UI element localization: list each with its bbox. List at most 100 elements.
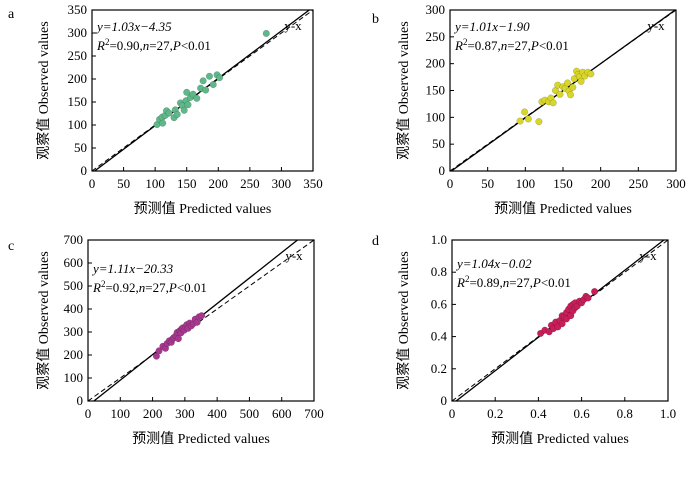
- x-tick-label: 400: [207, 406, 227, 421]
- data-point: [174, 335, 182, 343]
- data-point: [215, 74, 224, 82]
- x-tick-label: 0: [447, 176, 454, 191]
- x-tick-label: 100: [145, 176, 165, 191]
- x-tick-label: 0.8: [617, 406, 633, 421]
- stats-segment: R: [92, 280, 101, 295]
- x-axis-label: 预测值 Predicted values: [494, 201, 632, 217]
- data-point: [173, 110, 181, 118]
- stats-segment: n: [139, 280, 146, 295]
- y-tick-label: 600: [64, 255, 84, 270]
- plot-frame: [451, 239, 669, 402]
- y-tick-label: 200: [426, 56, 446, 71]
- reference-line-label: y-x: [639, 248, 657, 263]
- y-tick-label: 50: [74, 140, 87, 155]
- stats-superscript: 2: [101, 279, 106, 289]
- y-tick-label: 250: [68, 48, 88, 63]
- plot-frame: [91, 9, 314, 172]
- regression-stats: R2=0.87,n=27,P<0.01: [454, 37, 569, 53]
- data-point: [155, 347, 163, 355]
- x-tick-label: 0: [85, 406, 92, 421]
- data-point: [193, 94, 201, 102]
- x-tick-label: 50: [481, 176, 494, 191]
- y-tick-label: 700: [64, 232, 84, 247]
- y-tick-label: 50: [432, 136, 445, 151]
- x-tick-label: 100: [516, 176, 536, 191]
- data-point: [165, 109, 173, 117]
- reference-line-label: y-x: [285, 248, 303, 263]
- stats-superscript: 2: [105, 37, 110, 47]
- stats-segment: =0.87,: [467, 38, 500, 53]
- y-tick-label: 100: [64, 370, 84, 385]
- data-point: [202, 86, 210, 94]
- panel-d: 0 0.2 0.4 0.6 0.8 1.0 0 0.2 0.4 0.6 0.8 1.0 y-x y=1.0…: [372, 232, 676, 447]
- y-tick-label: 0: [441, 393, 448, 408]
- x-tick-label: 0.6: [573, 406, 590, 421]
- data-point: [584, 294, 592, 302]
- panel-c: 0 100 200 300 400 500 600 700 0 100 200 300 400 500 60…: [8, 232, 324, 447]
- y-tick-label: 400: [64, 301, 84, 316]
- y-tick-label: 0.6: [431, 296, 448, 311]
- stats-segment: n: [143, 38, 150, 53]
- y-tick-label: 1.0: [431, 232, 447, 247]
- x-tick-label: 0: [89, 176, 96, 191]
- data-point: [199, 77, 207, 85]
- reference-line-y-x: [452, 240, 668, 401]
- y-tick-label: 350: [68, 2, 88, 17]
- x-tick-label: 0.4: [530, 406, 547, 421]
- stats-segment: P: [532, 275, 541, 290]
- stats-superscript: 2: [463, 37, 468, 47]
- stats-segment: P: [530, 38, 539, 53]
- stats-segment: =0.89,: [469, 275, 502, 290]
- stats-segment: R: [96, 38, 105, 53]
- regression-equation: y=1.03x−4.35: [95, 19, 172, 34]
- data-point: [159, 119, 167, 127]
- y-axis-label: 观察值 Observed values: [395, 21, 412, 159]
- data-point: [521, 108, 529, 116]
- panel-letter: a: [8, 7, 15, 22]
- x-tick-label: 350: [303, 176, 323, 191]
- data-point: [209, 80, 217, 89]
- x-tick-label: 150: [553, 176, 573, 191]
- x-tick-label: 300: [175, 406, 195, 421]
- y-axis-label: 观察值 Observed values: [395, 251, 412, 389]
- y-tick-label: 150: [68, 94, 88, 109]
- reference-line-y-x: [88, 240, 314, 401]
- data-point: [516, 117, 524, 125]
- x-tick-label: 200: [143, 406, 163, 421]
- x-axis-label: 预测值 Predicted values: [132, 431, 270, 447]
- x-axis-label: 预测值 Predicted values: [491, 431, 629, 447]
- stats-segment: =27,: [509, 275, 533, 290]
- panel-b: 0 50 100 150 200 250 300 0 50 100 150 200 250 300 y-x y…: [372, 2, 686, 217]
- stats-segment: <0.01: [539, 38, 569, 53]
- stats-segment: =27,: [507, 38, 531, 53]
- panel-letter: b: [372, 12, 379, 27]
- x-tick-label: 50: [117, 176, 130, 191]
- data-point: [563, 79, 572, 87]
- stats-segment: n: [501, 38, 508, 53]
- stats-segment: n: [503, 275, 510, 290]
- y-tick-label: 100: [68, 117, 88, 132]
- data-point: [577, 77, 585, 85]
- x-tick-label: 100: [111, 406, 131, 421]
- x-tick-label: 250: [240, 176, 260, 191]
- x-tick-label: 1.0: [660, 406, 676, 421]
- regression-stats: R2=0.92,n=27,P<0.01: [92, 279, 207, 295]
- y-tick-label: 150: [426, 83, 446, 98]
- x-tick-label: 500: [240, 406, 260, 421]
- data-point: [569, 83, 577, 91]
- y-axis-label: 观察值 Observed values: [35, 21, 52, 159]
- stats-segment: P: [168, 280, 177, 295]
- plot-frame: [87, 239, 315, 402]
- regression-stats: R2=0.89,n=27,P<0.01: [456, 274, 571, 290]
- data-point: [535, 118, 543, 126]
- x-tick-label: 600: [272, 406, 292, 421]
- data-point: [180, 106, 188, 114]
- regression-equation: y=1.04x−0.02: [455, 256, 532, 271]
- x-tick-label: 300: [272, 176, 292, 191]
- y-tick-label: 0.8: [431, 264, 447, 279]
- data-point: [566, 91, 575, 99]
- data-point: [262, 29, 270, 38]
- y-tick-label: 250: [426, 29, 446, 44]
- data-point: [587, 70, 595, 78]
